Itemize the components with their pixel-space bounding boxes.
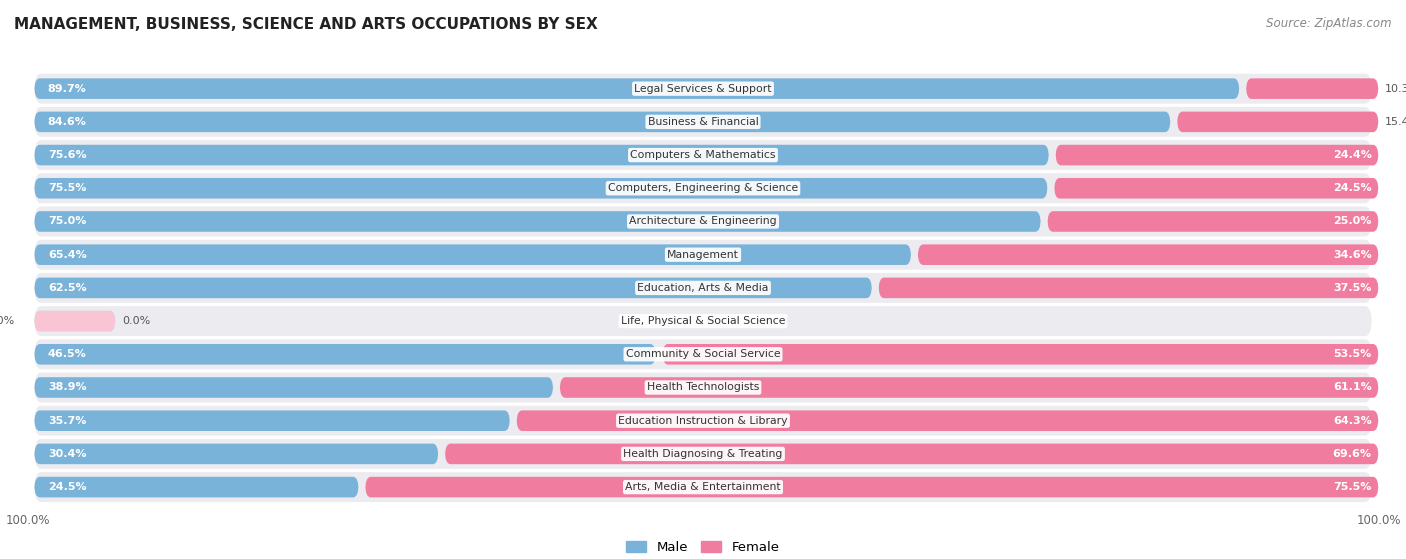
FancyBboxPatch shape [34,444,439,464]
Text: 30.4%: 30.4% [48,449,86,459]
FancyBboxPatch shape [34,278,872,298]
FancyBboxPatch shape [34,78,1239,99]
Text: 24.5%: 24.5% [48,482,86,492]
Text: Education, Arts & Media: Education, Arts & Media [637,283,769,293]
FancyBboxPatch shape [1177,112,1378,132]
FancyBboxPatch shape [879,278,1378,298]
Text: Architecture & Engineering: Architecture & Engineering [630,216,776,226]
Text: 75.5%: 75.5% [48,183,86,193]
FancyBboxPatch shape [34,140,1372,170]
Text: Life, Physical & Social Science: Life, Physical & Social Science [621,316,785,326]
FancyBboxPatch shape [444,444,1378,464]
Text: 37.5%: 37.5% [1333,283,1372,293]
FancyBboxPatch shape [34,74,1372,103]
FancyBboxPatch shape [1047,211,1378,232]
Text: 25.0%: 25.0% [1333,216,1372,226]
Legend: Male, Female: Male, Female [621,536,785,559]
FancyBboxPatch shape [34,244,911,265]
FancyBboxPatch shape [34,240,1372,269]
FancyBboxPatch shape [662,344,1378,364]
Text: 62.5%: 62.5% [48,283,86,293]
FancyBboxPatch shape [34,206,1372,236]
FancyBboxPatch shape [34,306,1372,336]
FancyBboxPatch shape [34,439,1372,469]
FancyBboxPatch shape [34,178,1047,198]
Text: 65.4%: 65.4% [48,250,87,260]
Text: 84.6%: 84.6% [48,117,87,127]
Text: Health Diagnosing & Treating: Health Diagnosing & Treating [623,449,783,459]
Text: 53.5%: 53.5% [1333,349,1372,359]
Text: MANAGEMENT, BUSINESS, SCIENCE AND ARTS OCCUPATIONS BY SEX: MANAGEMENT, BUSINESS, SCIENCE AND ARTS O… [14,17,598,32]
FancyBboxPatch shape [34,145,1049,165]
Text: Management: Management [666,250,740,260]
Text: 75.0%: 75.0% [48,216,86,226]
FancyBboxPatch shape [1054,178,1378,198]
Text: Community & Social Service: Community & Social Service [626,349,780,359]
FancyBboxPatch shape [34,406,1372,435]
FancyBboxPatch shape [34,377,553,398]
Text: 24.5%: 24.5% [1333,183,1372,193]
Text: Legal Services & Support: Legal Services & Support [634,84,772,94]
Text: Arts, Media & Entertainment: Arts, Media & Entertainment [626,482,780,492]
Text: 34.6%: 34.6% [1333,250,1372,260]
FancyBboxPatch shape [34,311,115,331]
FancyBboxPatch shape [34,477,359,498]
FancyBboxPatch shape [1246,78,1378,99]
FancyBboxPatch shape [34,211,1040,232]
Text: Computers, Engineering & Science: Computers, Engineering & Science [607,183,799,193]
FancyBboxPatch shape [34,112,1170,132]
Text: 64.3%: 64.3% [1333,416,1372,426]
FancyBboxPatch shape [516,410,1378,431]
Text: 61.1%: 61.1% [1333,382,1372,392]
Text: 46.5%: 46.5% [48,349,87,359]
FancyBboxPatch shape [366,477,1378,498]
FancyBboxPatch shape [34,372,1372,402]
FancyBboxPatch shape [1056,145,1378,165]
Text: 15.4%: 15.4% [1385,117,1406,127]
FancyBboxPatch shape [34,472,1372,502]
FancyBboxPatch shape [34,344,655,364]
FancyBboxPatch shape [34,173,1372,203]
Text: 10.3%: 10.3% [1385,84,1406,94]
FancyBboxPatch shape [34,311,115,331]
FancyBboxPatch shape [34,410,510,431]
FancyBboxPatch shape [34,273,1372,303]
Text: Business & Financial: Business & Financial [648,117,758,127]
FancyBboxPatch shape [34,107,1372,137]
FancyBboxPatch shape [560,377,1378,398]
Text: 69.6%: 69.6% [1333,449,1372,459]
Text: Education Instruction & Library: Education Instruction & Library [619,416,787,426]
Text: Computers & Mathematics: Computers & Mathematics [630,150,776,160]
Text: 38.9%: 38.9% [48,382,86,392]
Text: 89.7%: 89.7% [48,84,87,94]
FancyBboxPatch shape [34,339,1372,369]
Text: 35.7%: 35.7% [48,416,86,426]
Text: 24.4%: 24.4% [1333,150,1372,160]
Text: 75.5%: 75.5% [1333,482,1372,492]
Text: Health Technologists: Health Technologists [647,382,759,392]
Text: 75.6%: 75.6% [48,150,86,160]
Text: 0.0%: 0.0% [0,316,14,326]
FancyBboxPatch shape [918,244,1378,265]
Text: Source: ZipAtlas.com: Source: ZipAtlas.com [1267,17,1392,30]
Text: 0.0%: 0.0% [122,316,150,326]
